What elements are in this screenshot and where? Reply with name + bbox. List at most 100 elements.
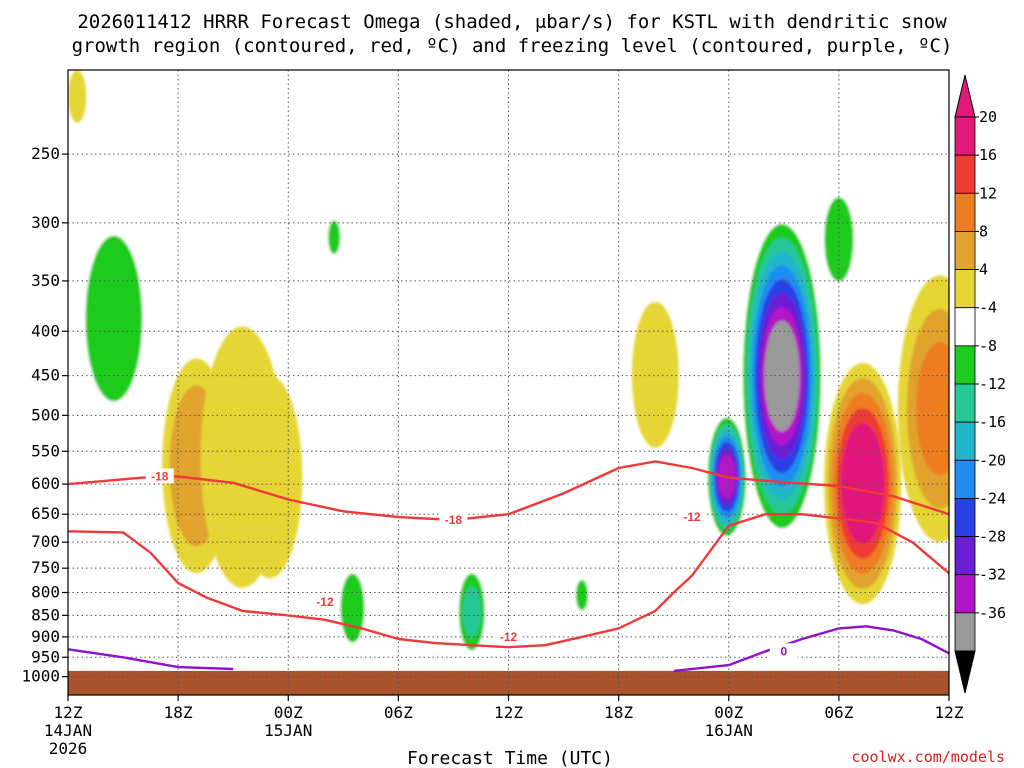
contours: -18 -18 -12 -12 -12 0 [68, 460, 949, 673]
omega-band [639, 329, 672, 421]
y-tick-label: 600 [31, 474, 60, 493]
omega-feature-7 [455, 560, 489, 664]
x-tick-date: 14JAN [44, 721, 92, 740]
y-tick-label: 750 [31, 558, 60, 577]
dgz-label: -12 [683, 510, 701, 524]
dgz-contour--12 [68, 513, 949, 649]
dgz-label: -12 [500, 630, 518, 644]
y-tick-label: 500 [31, 405, 60, 424]
x-tick-label: 06Z [824, 703, 853, 722]
omega-band [328, 220, 341, 255]
omega-feature-12 [817, 171, 861, 307]
colorbar-label: 12 [979, 184, 997, 202]
y-tick-label: 400 [31, 321, 60, 340]
dgz-label-bg [439, 511, 468, 527]
credit-text: coolwx.com/models [851, 748, 1005, 766]
colorbar-bin [954, 154, 976, 194]
omega-feature-11 [739, 210, 824, 543]
dgz-label: -18 [445, 513, 463, 527]
freezing-level-label: 0 [780, 644, 787, 658]
x-tick-label: 12Z [935, 703, 964, 722]
omega-band [247, 413, 292, 541]
x-tick-date: 15JAN [264, 721, 312, 740]
x-tick-label: 06Z [384, 703, 413, 722]
colorbar-label: -32 [979, 566, 1006, 584]
colorbar-bin [954, 498, 976, 537]
colorbar-bin [954, 536, 976, 576]
dgz-label: -12 [316, 595, 334, 609]
chart-title-line-1: 2026011412 HRRR Forecast Omega (shaded, … [77, 11, 947, 33]
colorbar-label: -12 [979, 375, 1006, 393]
colorbar-label: -36 [979, 604, 1006, 622]
dgz-label-bg [678, 509, 707, 525]
omega-feature-0 [68, 70, 87, 123]
colorbar-label: 8 [979, 222, 988, 240]
chart-title-line-2: growth region (contoured, red, ºC) and f… [72, 35, 953, 57]
colorbar-bin [954, 231, 976, 270]
y-tick-label: 450 [31, 366, 60, 385]
omega-feature-8 [572, 570, 591, 620]
y-tick-label: 900 [31, 627, 60, 646]
omega-band [85, 235, 143, 402]
colorbar-bin [954, 307, 976, 347]
x-tick-label: 00Z [274, 703, 303, 722]
x-tick-label: 12Z [54, 703, 83, 722]
x-tick-label: 00Z [714, 703, 743, 722]
x-tick-date: 16JAN [705, 721, 753, 740]
dgz-contour--18 [68, 460, 949, 522]
omega-band [462, 586, 482, 638]
omega-feature-6 [334, 552, 371, 664]
colorbar-label: 4 [979, 261, 988, 279]
colorbar: 20 16 12 8 4 -4 -8 -12 -16 -20 -24 -28 -32 -36 [954, 74, 1006, 694]
colorbar-label: -8 [979, 337, 997, 355]
y-tick-label: 700 [31, 532, 60, 551]
y-tick-label: 650 [31, 504, 60, 523]
y-tick-label: 550 [31, 441, 60, 460]
colorbar-label: 20 [979, 108, 997, 126]
dgz-label-bg [145, 468, 174, 484]
colorbar-bin [954, 192, 976, 232]
colorbar-label: -28 [979, 528, 1006, 546]
y-tick-label: 250 [31, 144, 60, 163]
x-tick-year: 2026 [49, 739, 88, 758]
x-axis-label: Forecast Time (UTC) [407, 748, 613, 768]
omega-band [845, 438, 881, 529]
colorbar-label: -24 [979, 489, 1006, 507]
omega-feature-14 [897, 275, 949, 543]
omega-feature-13 [824, 362, 902, 605]
omega-band [824, 197, 854, 282]
colorbar-label: -20 [979, 451, 1006, 469]
omega-feature-4 [237, 375, 303, 579]
colorbar-bin [954, 459, 976, 499]
omega-band [575, 579, 589, 611]
colorbar-bin [954, 612, 976, 652]
colorbar-top-arrow [954, 74, 976, 118]
y-tick-label: 300 [31, 213, 60, 232]
colorbar-label: -4 [979, 299, 997, 317]
omega-feature-9 [631, 301, 679, 448]
y-tick-label: 800 [31, 583, 60, 602]
colorbar-label: -16 [979, 413, 1006, 431]
freezing-level-label-bg [769, 643, 798, 659]
omega-feature-1 [71, 185, 156, 452]
colorbar-bin [954, 116, 976, 156]
colorbar-label: 16 [979, 146, 997, 164]
omega-band [764, 320, 800, 432]
x-tick-label: 18Z [604, 703, 633, 722]
y-tick-label: 850 [31, 605, 60, 624]
x-tick-label: 18Z [164, 703, 193, 722]
colorbar-bin [954, 574, 976, 614]
dgz-label: -18 [151, 469, 169, 483]
colorbar-bottom-arrow [954, 650, 976, 694]
colorbar-bin [954, 269, 976, 309]
x-tick-label: 12Z [494, 703, 523, 722]
y-tick-label: 350 [31, 271, 60, 290]
dgz-label-bg [310, 593, 339, 609]
omega-shading [68, 70, 949, 664]
colorbar-bin [954, 383, 976, 423]
colorbar-bin [954, 421, 976, 461]
omega-band [71, 79, 84, 113]
omega-band [340, 573, 365, 643]
